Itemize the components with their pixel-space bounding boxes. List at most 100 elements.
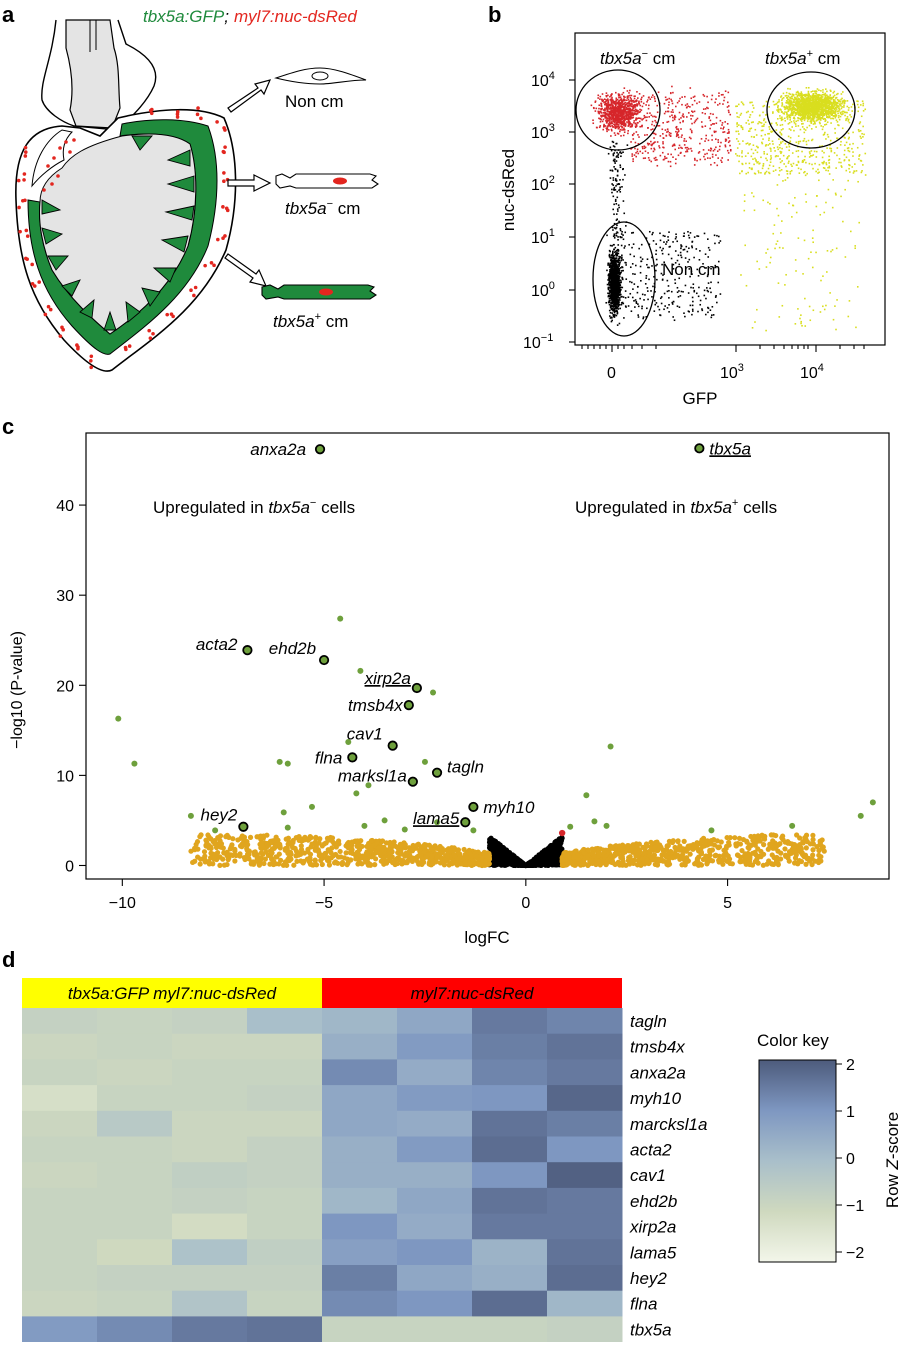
- flow-event: [620, 244, 623, 247]
- flow-event: [627, 98, 630, 101]
- flow-event: [778, 100, 780, 103]
- flow-event: [788, 202, 790, 205]
- flow-event: [621, 93, 623, 96]
- flow-event: [614, 314, 616, 316]
- flow-event: [824, 102, 827, 105]
- flow-event: [607, 101, 610, 103]
- flow-event: [607, 108, 609, 111]
- flow-event: [620, 302, 623, 304]
- flow-event: [711, 314, 713, 316]
- flow-event: [615, 305, 618, 308]
- flow-event: [705, 267, 707, 269]
- flow-event: [658, 308, 661, 311]
- flow-event: [663, 146, 665, 149]
- flow-event: [810, 96, 812, 99]
- flow-event: [713, 130, 716, 133]
- flow-event: [618, 269, 621, 272]
- flow-event: [829, 102, 831, 104]
- flow-event: [832, 96, 835, 99]
- flow-event: [812, 154, 815, 156]
- flow-event: [614, 265, 617, 268]
- flow-event: [608, 298, 611, 300]
- flow-event: [611, 275, 614, 278]
- flow-event: [649, 112, 651, 114]
- flow-event: [637, 109, 639, 112]
- flow-event: [793, 101, 796, 103]
- flow-event: [624, 261, 626, 264]
- flow-event: [715, 154, 717, 156]
- flow-event: [620, 122, 622, 124]
- flow-event: [839, 112, 842, 115]
- flow-event: [612, 109, 614, 112]
- flow-event: [613, 280, 615, 283]
- flow-event: [708, 117, 710, 119]
- flow-event: [608, 282, 610, 285]
- flow-event: [645, 104, 647, 106]
- flow-event: [837, 100, 840, 103]
- flow-event: [815, 90, 818, 93]
- flow-event: [614, 246, 617, 249]
- flow-event: [613, 311, 616, 314]
- nucleus-dot: [222, 171, 226, 175]
- flow-event: [655, 243, 658, 245]
- flow-event: [672, 144, 675, 146]
- flow-event: [833, 100, 836, 103]
- flow-event: [814, 162, 816, 165]
- flow-event: [606, 112, 608, 115]
- flow-event: [756, 161, 758, 164]
- flow-event: [619, 115, 622, 117]
- nucleus-dot: [50, 182, 54, 186]
- flow-event: [773, 224, 776, 226]
- flow-event: [616, 284, 618, 287]
- flow-event: [669, 160, 672, 163]
- flow-event: [615, 122, 618, 125]
- flow-event: [798, 102, 800, 104]
- flow-event: [789, 93, 792, 96]
- flow-event: [834, 106, 837, 109]
- flow-event: [632, 158, 634, 160]
- flow-event: [804, 193, 807, 196]
- flow-event: [653, 132, 656, 135]
- flow-event: [818, 89, 820, 92]
- flow-event: [771, 130, 774, 133]
- flow-event: [629, 110, 632, 113]
- flow-event: [777, 148, 780, 151]
- flow-event: [668, 231, 670, 233]
- flow-event: [804, 109, 807, 112]
- flow-event: [798, 93, 800, 95]
- flow-event: [782, 154, 785, 157]
- flow-event: [821, 111, 823, 113]
- flow-event: [823, 308, 826, 311]
- flow-event: [800, 320, 803, 323]
- flow-event: [792, 111, 795, 113]
- flow-event: [614, 121, 616, 123]
- flow-event: [723, 131, 726, 133]
- flow-event: [816, 103, 818, 106]
- flow-event: [722, 131, 724, 134]
- flow-event: [798, 99, 800, 101]
- flow-event: [614, 110, 616, 113]
- flow-event: [610, 288, 613, 291]
- flow-event: [683, 144, 686, 146]
- flow-event: [737, 140, 740, 143]
- flow-event: [815, 92, 818, 95]
- flow-event: [599, 120, 602, 123]
- flow-event: [621, 236, 623, 239]
- flow-event: [719, 293, 722, 295]
- flow-event: [764, 145, 767, 147]
- flow-event: [711, 123, 714, 125]
- flow-event: [618, 263, 621, 265]
- flow-event: [661, 128, 664, 131]
- flow-event: [768, 132, 770, 135]
- flow-event: [641, 305, 643, 308]
- flow-event: [776, 184, 779, 186]
- flow-event: [615, 250, 617, 253]
- flow-event: [617, 269, 620, 271]
- flow-event: [628, 123, 630, 126]
- flow-event: [781, 220, 783, 222]
- flow-event: [621, 126, 623, 129]
- flow-event: [616, 115, 619, 118]
- flow-event: [836, 154, 838, 157]
- nucleus-dot: [46, 164, 50, 168]
- flow-event: [598, 126, 601, 129]
